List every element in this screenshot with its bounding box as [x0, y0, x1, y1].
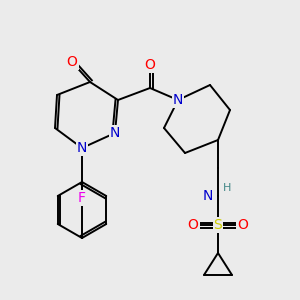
- Text: N: N: [202, 189, 213, 203]
- Text: O: O: [238, 218, 248, 232]
- Text: O: O: [67, 55, 77, 69]
- Text: O: O: [145, 58, 155, 72]
- Text: O: O: [188, 218, 198, 232]
- Text: S: S: [214, 218, 222, 232]
- Text: N: N: [77, 141, 87, 155]
- Text: H: H: [223, 183, 231, 193]
- Text: N: N: [110, 126, 120, 140]
- Text: F: F: [78, 191, 86, 205]
- Text: N: N: [173, 93, 183, 107]
